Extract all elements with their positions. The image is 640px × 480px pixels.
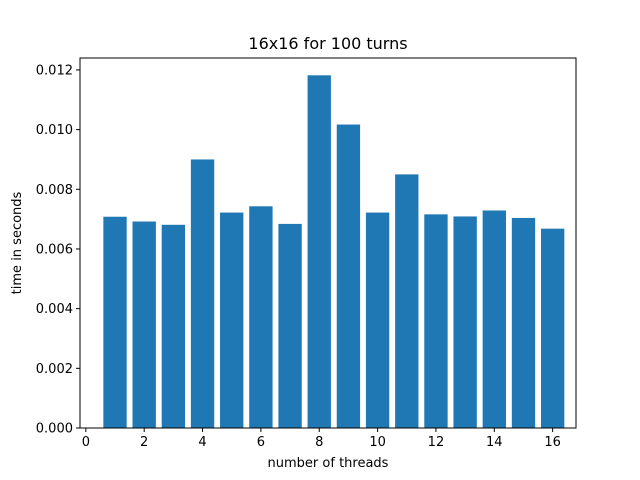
bar-10: [365, 212, 390, 428]
x-tick-label: 2: [140, 435, 148, 450]
y-tick-label: 0.002: [36, 362, 73, 377]
y-axis-ticks: 0.000 0.002 0.004 0.006 0.008 0.010 0.012: [36, 63, 80, 437]
y-tick-label: 0.008: [36, 183, 73, 198]
x-tick-label: 14: [486, 435, 503, 450]
bar-7: [278, 223, 302, 428]
x-tick-label: 4: [198, 435, 206, 450]
bar-3: [161, 224, 186, 428]
bar-5: [220, 212, 244, 428]
x-tick-label: 12: [428, 435, 445, 450]
bar-2: [132, 221, 156, 428]
x-tick-label: 16: [544, 435, 561, 450]
bars-group: [103, 75, 565, 429]
bar-11: [395, 174, 419, 428]
bar-12: [424, 214, 448, 428]
x-tick-label: 10: [369, 435, 386, 450]
y-tick-label: 0.004: [36, 302, 73, 317]
bar-6: [249, 206, 273, 428]
bar-16: [540, 228, 565, 428]
x-axis-label: number of threads: [268, 456, 389, 471]
x-axis-ticks: 0 2 4 6 8 10 12 14 16: [82, 428, 561, 450]
y-axis-label: time in seconds: [10, 191, 25, 294]
y-tick-label: 0.012: [36, 63, 73, 78]
x-tick-label: 0: [82, 435, 90, 450]
y-tick-label: 0.006: [36, 242, 73, 257]
bar-15: [511, 217, 536, 428]
bar-1: [103, 216, 127, 428]
x-tick-label: 6: [257, 435, 265, 450]
y-tick-label: 0.000: [36, 422, 73, 437]
x-tick-label: 8: [315, 435, 323, 450]
y-tick-label: 0.010: [36, 123, 73, 138]
bar-14: [482, 210, 506, 428]
chart-title: 16x16 for 100 turns: [248, 34, 407, 53]
bar-4: [190, 159, 215, 429]
bar-13: [453, 216, 477, 428]
plot-frame: [79, 57, 577, 429]
bar-8: [307, 75, 331, 428]
bar-9: [336, 124, 361, 429]
